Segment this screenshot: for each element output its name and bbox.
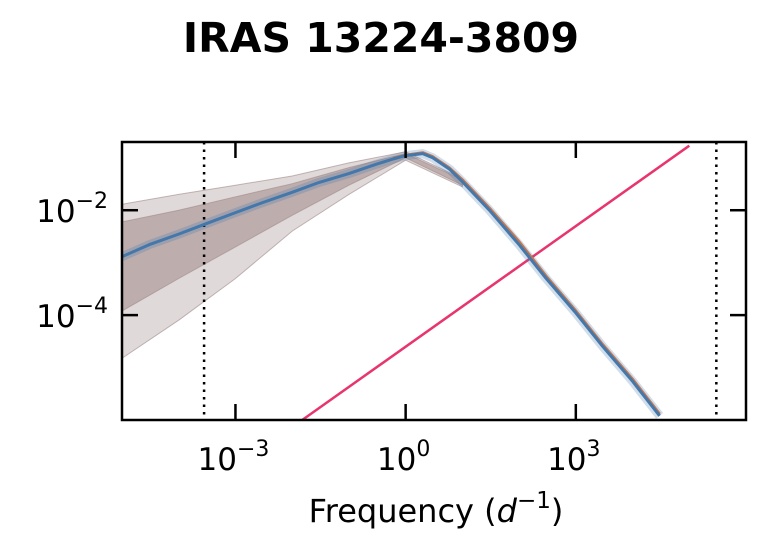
x-axis-title: Frequency (d−1) [309,488,564,530]
x-tick-label-2: 100 [377,437,430,478]
model-psd-line [392,151,661,415]
axis-ticks [122,142,746,420]
x-tick-label-1: 10−3 [198,437,270,478]
x-tick-label-3: 103 [547,437,600,478]
y-tick-label-2: 10−4 [36,294,108,335]
noise-psd-line [301,144,691,420]
tick-labels: 10−3 100 103 10−2 10−4 [36,189,600,478]
y-tick-label-1: 10−2 [36,189,108,230]
plot-frame [120,140,748,422]
plot-area [122,142,718,420]
confidence-band-inner [122,153,463,312]
chart-title: IRAS 13224-3809 [182,14,580,62]
